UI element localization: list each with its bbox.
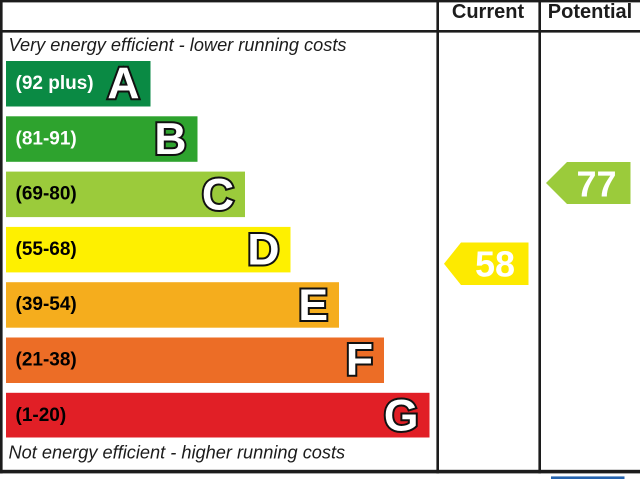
svg-text:E: E [298, 281, 328, 330]
svg-text:(92 plus): (92 plus) [16, 73, 94, 94]
svg-text:Current: Current [452, 1, 525, 23]
svg-text:(39-54): (39-54) [16, 294, 77, 315]
svg-text:(55-68): (55-68) [16, 239, 77, 260]
svg-text:(69-80): (69-80) [16, 184, 77, 205]
svg-text:C: C [202, 170, 234, 219]
svg-text:A: A [107, 60, 139, 109]
svg-text:G: G [384, 392, 419, 441]
svg-text:D: D [247, 226, 279, 275]
svg-text:77: 77 [576, 163, 616, 204]
svg-text:(21-38): (21-38) [16, 350, 77, 371]
svg-text:Very energy efficient - lower: Very energy efficient - lower running co… [9, 35, 347, 55]
svg-text:(1-20): (1-20) [16, 405, 67, 426]
svg-text:58: 58 [475, 244, 515, 285]
svg-text:Potential: Potential [548, 1, 632, 23]
svg-text:(81-91): (81-91) [16, 128, 77, 149]
svg-text:B: B [154, 115, 186, 164]
svg-text:Not energy efficient - higher: Not energy efficient - higher running co… [9, 443, 346, 463]
svg-text:F: F [346, 336, 373, 385]
